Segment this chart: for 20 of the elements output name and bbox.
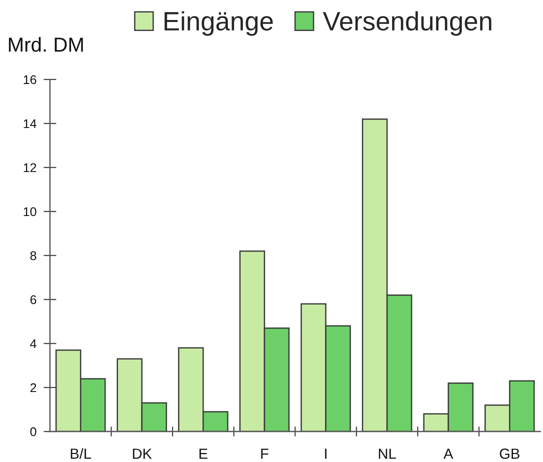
y-tick-label: 8 — [30, 251, 36, 260]
y-tick-label: 10 — [24, 207, 36, 216]
y-tick-label: 4 — [30, 339, 36, 348]
x-tick-label: A — [444, 448, 454, 459]
y-tick-label: 2 — [30, 383, 36, 392]
y-tick-label: 14 — [24, 119, 36, 128]
y-tick-label: 6 — [30, 295, 36, 304]
x-tick-label: NL — [378, 448, 396, 459]
y-tick-label: 16 — [24, 75, 36, 84]
y-tick-label: 0 — [30, 427, 36, 436]
x-tick-label: DK — [132, 448, 152, 459]
x-tick-label: E — [200, 448, 208, 459]
y-axis-title: Mrd. DM — [8, 36, 83, 52]
x-tick-label: F — [261, 448, 268, 459]
legend-label: Eingänge — [164, 11, 273, 36]
x-tick-label: GB — [500, 448, 520, 459]
legend-label: Versendungen — [322, 11, 492, 36]
x-tick-label: I — [325, 448, 326, 459]
y-tick-label: 12 — [24, 163, 36, 172]
x-tick-label: B/L — [70, 448, 92, 459]
